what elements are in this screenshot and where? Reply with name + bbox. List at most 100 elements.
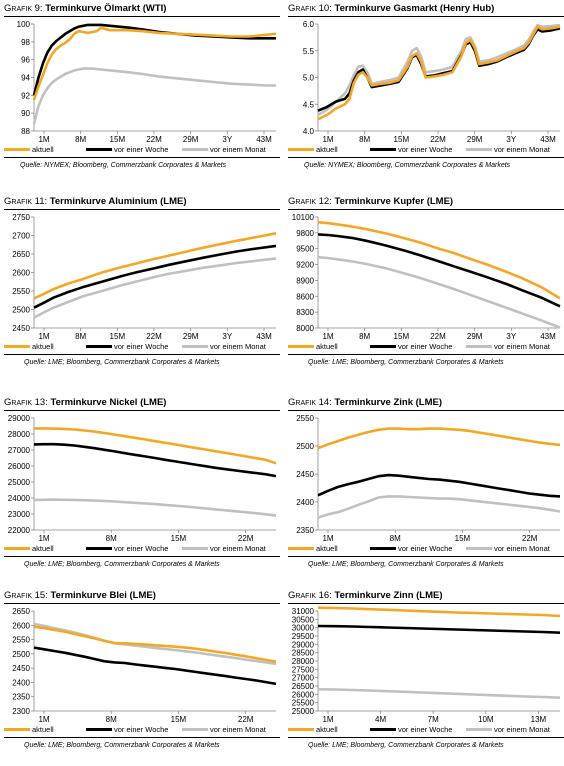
series-line-woche	[33, 442, 277, 478]
y-tick-label: 30000	[292, 624, 315, 633]
legend-swatch	[466, 148, 492, 151]
legend-swatch	[182, 728, 208, 731]
legend-item-aktuell: aktuell	[4, 342, 54, 351]
y-tick-label: 28500	[292, 649, 315, 658]
y-tick-label: 2400	[296, 498, 314, 507]
legend-rule	[4, 737, 280, 738]
chart-name: Terminkurve Kupfer (LME)	[334, 196, 454, 207]
y-tick-label: 9500	[296, 245, 314, 254]
chart-name: Terminkurve Zinn (LME)	[334, 590, 443, 601]
legend-swatch	[370, 728, 396, 731]
series-line-woche	[317, 233, 561, 308]
x-tick-label: 43M	[540, 332, 556, 341]
source-note: Quelle: LME; Bloomberg, Commerzbank Corp…	[308, 359, 504, 366]
legend-swatch	[4, 345, 30, 348]
legend-label: aktuell	[32, 725, 54, 734]
x-tick-label: 1M	[38, 715, 49, 724]
title-rule	[4, 410, 280, 411]
y-tick-label: 26000	[8, 462, 31, 471]
series-line-aktuell	[32, 26, 277, 101]
series-line-woche	[33, 646, 277, 686]
y-tick-label: 2600	[12, 269, 30, 278]
y-tick-label: 4.0	[303, 127, 315, 136]
y-tick-label: 2650	[12, 250, 30, 259]
y-tick-label: 8900	[296, 276, 314, 285]
legend-label: vor einer Woche	[398, 145, 453, 154]
x-tick-label: 29M	[183, 332, 199, 341]
y-tick-label: 2300	[12, 707, 30, 716]
line-chart: 88 90 92 94 96 98 100 1M 8M 15M 22M 29M 3Y 43M	[17, 20, 277, 144]
legend-item-woche: vor einer Woche	[86, 342, 168, 351]
y-tick-label: 10100	[292, 213, 315, 222]
x-tick-label: 43M	[256, 135, 272, 144]
legend-swatch	[4, 148, 30, 151]
legend-label: vor einer Woche	[114, 342, 169, 351]
x-tick-label: 1M	[38, 135, 49, 144]
legend-label: aktuell	[316, 544, 338, 553]
y-tick-label: 29000	[292, 640, 315, 649]
series-line-monat	[317, 23, 561, 117]
x-tick-label: 8M	[106, 715, 117, 724]
x-tick-label: 4M	[375, 715, 386, 724]
y-tick-label: 98	[21, 38, 30, 47]
legend-label: vor einem Monat	[494, 725, 550, 734]
y-tick-label: 2500	[296, 442, 314, 451]
legend-item-monat: vor einem Monat	[466, 544, 550, 553]
x-tick-label: 1M	[322, 715, 333, 724]
legend-item-aktuell: aktuell	[4, 725, 54, 734]
legend-label: vor einer Woche	[114, 725, 169, 734]
x-tick-label: 3Y	[222, 332, 232, 341]
x-tick-label: 7M	[428, 715, 439, 724]
title-rule	[4, 603, 280, 604]
x-tick-label: 22M	[430, 332, 446, 341]
chart-number: Grafik 12:	[288, 196, 335, 207]
x-tick-label: 3Y	[506, 135, 516, 144]
chart-number: Grafik 13:	[4, 397, 51, 408]
y-tick-label: 6.0	[303, 20, 315, 29]
legend-rule	[4, 157, 280, 158]
legend-label: aktuell	[32, 544, 54, 553]
y-tick-label: 2500	[12, 306, 30, 315]
source-note: Quelle: LME; Bloomberg, Commerzbank Corp…	[308, 561, 504, 568]
legend-item-aktuell: aktuell	[288, 544, 338, 553]
series-line-aktuell	[317, 427, 561, 450]
x-tick-label: 22M	[430, 135, 446, 144]
title-rule	[288, 603, 564, 604]
title-rule	[288, 410, 564, 411]
legend-label: vor einem Monat	[494, 145, 550, 154]
y-tick-label: 28000	[292, 657, 315, 666]
line-chart: 2450 2500 2550 2600 2650 2700 2750 1M 8M 15M 22M 29…	[12, 213, 277, 341]
y-tick-label: 90	[21, 109, 30, 118]
legend-item-woche: vor einer Woche	[370, 342, 452, 351]
x-tick-label: 8M	[359, 332, 370, 341]
y-tick-label: 2550	[12, 287, 30, 296]
series-line-aktuell	[317, 221, 561, 300]
x-tick-label: 8M	[106, 534, 117, 543]
source-note: Quelle: LME; Bloomberg, Commerzbank Corp…	[24, 561, 220, 568]
y-tick-label: 5.0	[303, 74, 315, 83]
x-tick-label: 15M	[171, 534, 187, 543]
legend-item-woche: vor einer Woche	[86, 544, 168, 553]
y-tick-label: 29000	[8, 414, 31, 423]
legend-label: vor einer Woche	[398, 544, 453, 553]
chart-title: Grafik 10: Terminkurve Gasmarkt (Henry H…	[288, 3, 494, 14]
x-tick-label: 1M	[38, 534, 49, 543]
y-tick-label: 2600	[12, 621, 30, 630]
y-tick-label: 2500	[12, 650, 30, 659]
legend-label: vor einer Woche	[398, 725, 453, 734]
source-note: Quelle: LME; Bloomberg, Commerzbank Corp…	[308, 742, 504, 749]
legend-label: aktuell	[32, 145, 54, 154]
legend-label: aktuell	[316, 342, 338, 351]
x-tick-label: 29M	[467, 332, 483, 341]
legend-swatch	[182, 148, 208, 151]
x-tick-label: 43M	[256, 332, 272, 341]
legend-label: aktuell	[316, 145, 338, 154]
chart-number: Grafik 9:	[4, 3, 46, 14]
y-tick-label: 29500	[292, 632, 315, 641]
line-chart: 8000 8300 8600 8900 9200 9500 9800 10100 1M 8M 15M…	[292, 213, 561, 341]
legend-swatch	[4, 728, 30, 731]
title-rule	[288, 209, 564, 210]
legend-label: vor einer Woche	[114, 145, 169, 154]
chart-panel-nickel: Grafik 13: Terminkurve Nickel (LME) 22000…	[4, 397, 280, 585]
series-line-monat	[317, 495, 561, 519]
